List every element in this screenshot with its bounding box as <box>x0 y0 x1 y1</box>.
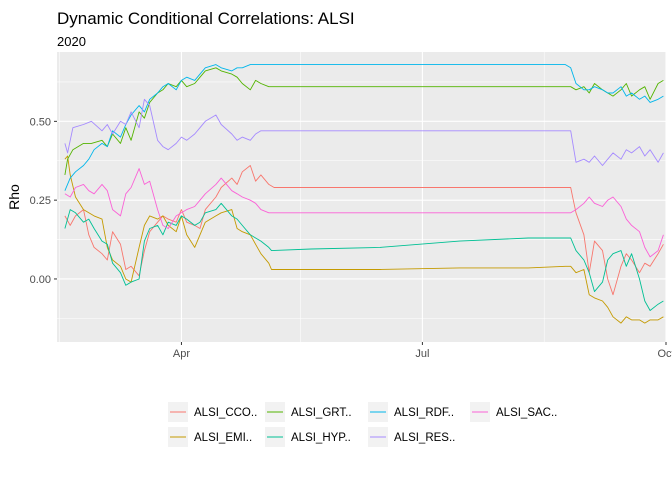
legend-label: ALSI_HYP.. <box>291 432 351 444</box>
legend-item: ALSI_SAC.. <box>470 402 557 422</box>
y-tick-label: 0.25 <box>30 195 51 207</box>
x-tick-label: Jul <box>415 348 429 360</box>
series-lines <box>64 64 664 324</box>
series-line-7 <box>64 168 664 258</box>
x-axis: Apr Jul Oct <box>173 342 672 360</box>
series-line-5 <box>64 64 664 191</box>
grid-minor <box>57 52 666 342</box>
legend-label: ALSI_SAC.. <box>496 407 557 419</box>
series-line-2 <box>64 155 664 324</box>
series-line-4 <box>64 202 664 311</box>
x-tick-label: Oct <box>657 348 672 360</box>
y-axis: 0.00 0.25 0.50 <box>30 116 57 286</box>
legend-label: ALSI_RDF.. <box>394 407 454 419</box>
series-line-3 <box>64 67 664 175</box>
legend-item: ALSI_CCO.. <box>168 402 257 422</box>
series-line-6 <box>64 98 664 166</box>
legend-label: ALSI_GRT.. <box>291 407 352 419</box>
x-tick-label: Apr <box>173 348 190 360</box>
legend-label: ALSI_CCO.. <box>194 407 257 419</box>
legend-item: ALSI_RES.. <box>368 427 455 447</box>
grid-major <box>57 52 667 342</box>
legend-item: ALSI_HYP.. <box>265 427 351 447</box>
legend-item: ALSI_RDF.. <box>368 402 454 422</box>
series-line-1 <box>64 165 664 296</box>
chart-title: Dynamic Conditional Correlations: ALSI <box>57 9 355 28</box>
legend-item: ALSI_EMI.. <box>168 427 252 447</box>
legend-label: ALSI_EMI.. <box>194 432 252 444</box>
y-tick-label: 0.00 <box>30 274 51 286</box>
legend: ALSI_CCO.. ALSI_EMI.. ALSI_GRT.. ALSI_HYP..… <box>168 402 557 447</box>
plot-panel <box>57 52 666 342</box>
y-tick-label: 0.50 <box>30 116 51 128</box>
chart-subtitle: 2020 <box>57 34 86 49</box>
legend-label: ALSI_RES.. <box>394 432 455 444</box>
legend-item: ALSI_GRT.. <box>265 402 352 422</box>
y-axis-title: Rho <box>6 184 22 210</box>
